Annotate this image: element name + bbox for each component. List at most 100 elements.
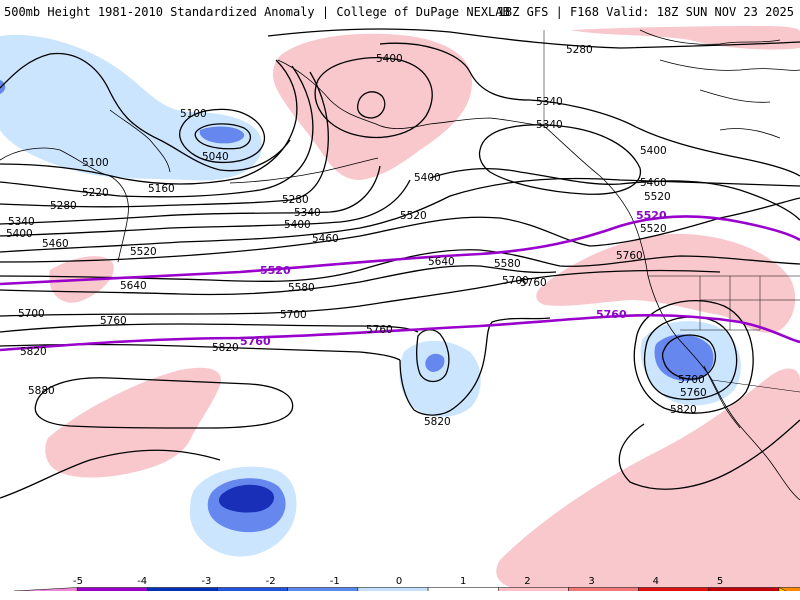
contour-label: 5880 <box>28 385 55 397</box>
contour-label: 5700 <box>280 309 307 321</box>
contour-label: 5400 <box>640 145 667 157</box>
contour-label: 5400 <box>284 219 311 231</box>
contour-label: 5700 <box>18 308 45 320</box>
contour-5220 <box>0 65 314 198</box>
contour-5460 <box>0 177 800 253</box>
coastline-canada-arctic <box>639 29 800 139</box>
contour-label: 5220 <box>82 187 109 199</box>
colorbar-tick-label: 4 <box>653 576 659 587</box>
contour-5340-ridge <box>478 124 641 195</box>
contour-label: 5760 <box>100 315 127 327</box>
contour-label: 5760 <box>616 250 643 262</box>
contour-label: 5400 <box>6 228 33 240</box>
colorbar-swatch <box>498 587 569 591</box>
colorbar-swatch <box>568 587 639 591</box>
contour-label: 5340 <box>536 119 563 131</box>
border-us-mexico <box>711 379 800 393</box>
anomaly-negative-core-southwest <box>218 484 275 513</box>
contour-label: 5520 <box>400 210 427 222</box>
contour-5880 <box>34 377 294 429</box>
contour-label: 5340 <box>536 96 563 108</box>
contour-5400-alaska-core <box>356 91 386 119</box>
contour-label: 5760 <box>520 277 547 289</box>
anomaly-negative-core-pacific <box>425 353 445 372</box>
contour-label: 5160 <box>148 183 175 195</box>
contour-5520-highlight <box>0 215 800 286</box>
contour-5100-low <box>179 108 265 164</box>
contour-label: 5520 <box>640 223 667 235</box>
contour-label: 5520 <box>130 246 157 258</box>
colorbar-swatch <box>778 587 800 591</box>
contour-5700-california-low <box>661 334 717 380</box>
map-title: 500mb Height 1981-2010 Standardized Anom… <box>4 5 510 19</box>
contour-5280-north <box>267 28 800 49</box>
contour-5640 <box>0 265 557 296</box>
colorbar-tick-label: 0 <box>396 576 402 587</box>
contour-5400-east <box>429 167 800 221</box>
contour-5280 <box>0 71 329 208</box>
contour-5100-west <box>0 52 291 172</box>
contour-label: 5460 <box>640 177 667 189</box>
contour-5400 <box>0 179 411 237</box>
coastline-baja <box>703 365 741 429</box>
anomaly-negative-northwest <box>0 34 262 181</box>
contour-5340-north <box>379 42 800 177</box>
contour-label: 5280 <box>50 200 77 212</box>
map-header: 500mb Height 1981-2010 Standardized Anom… <box>0 0 800 22</box>
contour-label: 5280 <box>566 44 593 56</box>
colorbar-swatch <box>708 587 780 591</box>
colorbar-swatch <box>427 587 499 591</box>
colorbar-tick-label: 2 <box>524 576 530 587</box>
contour-5820-cutoff <box>399 317 551 416</box>
contour-label: 5640 <box>428 256 455 268</box>
contour-label: 5280 <box>282 194 309 206</box>
colorbar-swatch <box>76 587 148 591</box>
contour-label: 5700 <box>678 374 705 386</box>
colorbar-swatch <box>287 587 359 591</box>
contour-label: 5580 <box>494 258 521 270</box>
contour-label: 5760 <box>680 387 707 399</box>
contour-label: 5820 <box>670 404 697 416</box>
contour-5520 <box>0 197 800 263</box>
contour-label: 5820 <box>212 342 239 354</box>
contour-5820-california-low <box>633 299 754 414</box>
contour-label: 5340 <box>294 207 321 219</box>
anomaly-positive-pacific-south <box>45 367 221 478</box>
colorbar-tick-label: -4 <box>137 576 147 587</box>
highlight-contour-label: 5520 <box>260 264 291 277</box>
contour-5340 <box>0 165 381 225</box>
run-info: 18Z GFS | F168 Valid: 18Z SUN NOV 23 202… <box>497 5 794 19</box>
anomaly-positive-alaska <box>272 33 472 180</box>
colorbar-tick-label: 3 <box>588 576 594 587</box>
colorbar-tick-label: 1 <box>460 576 466 587</box>
colorbar-swatch <box>147 587 218 591</box>
contour-5760-highlight <box>0 313 800 352</box>
contour-label: 5580 <box>288 282 315 294</box>
coastline-alaska <box>277 59 545 129</box>
contour-5760-cutoff <box>416 329 450 383</box>
anomaly-negative-pacific-cutoff <box>399 340 481 417</box>
contour-label: 5520 <box>644 191 671 203</box>
anomaly-shading <box>0 26 800 590</box>
anomaly-negative-core-northwest <box>199 126 245 144</box>
contour-label: 5700 <box>502 275 529 287</box>
anomaly-positive-mexico <box>496 368 800 590</box>
contour-labels: 5280540053405340540051005040510051605280… <box>6 44 707 428</box>
contour-5820-south-loop <box>0 419 800 499</box>
contour-label: 5400 <box>414 172 441 184</box>
contour-5040-low <box>194 123 251 150</box>
colorbar-tick-label: -2 <box>266 576 276 587</box>
contour-label: 5820 <box>20 346 47 358</box>
anomaly-map: 5280540053405340540051005040510051605280… <box>0 26 800 591</box>
colorbar-swatch <box>13 587 78 591</box>
contour-5580 <box>0 249 800 283</box>
colorbar-swatch <box>638 587 710 591</box>
colorbar-swatch <box>217 587 288 591</box>
highlight-contour-label: 5520 <box>636 209 667 222</box>
contour-5160 <box>0 59 298 185</box>
contour-label: 5040 <box>202 151 229 163</box>
colorbar-tick-label: -3 <box>201 576 211 587</box>
contour-label: 5460 <box>42 238 69 250</box>
colorbar: -5 -4 -3 -2 -1 0 1 2 3 4 5 <box>13 576 800 591</box>
